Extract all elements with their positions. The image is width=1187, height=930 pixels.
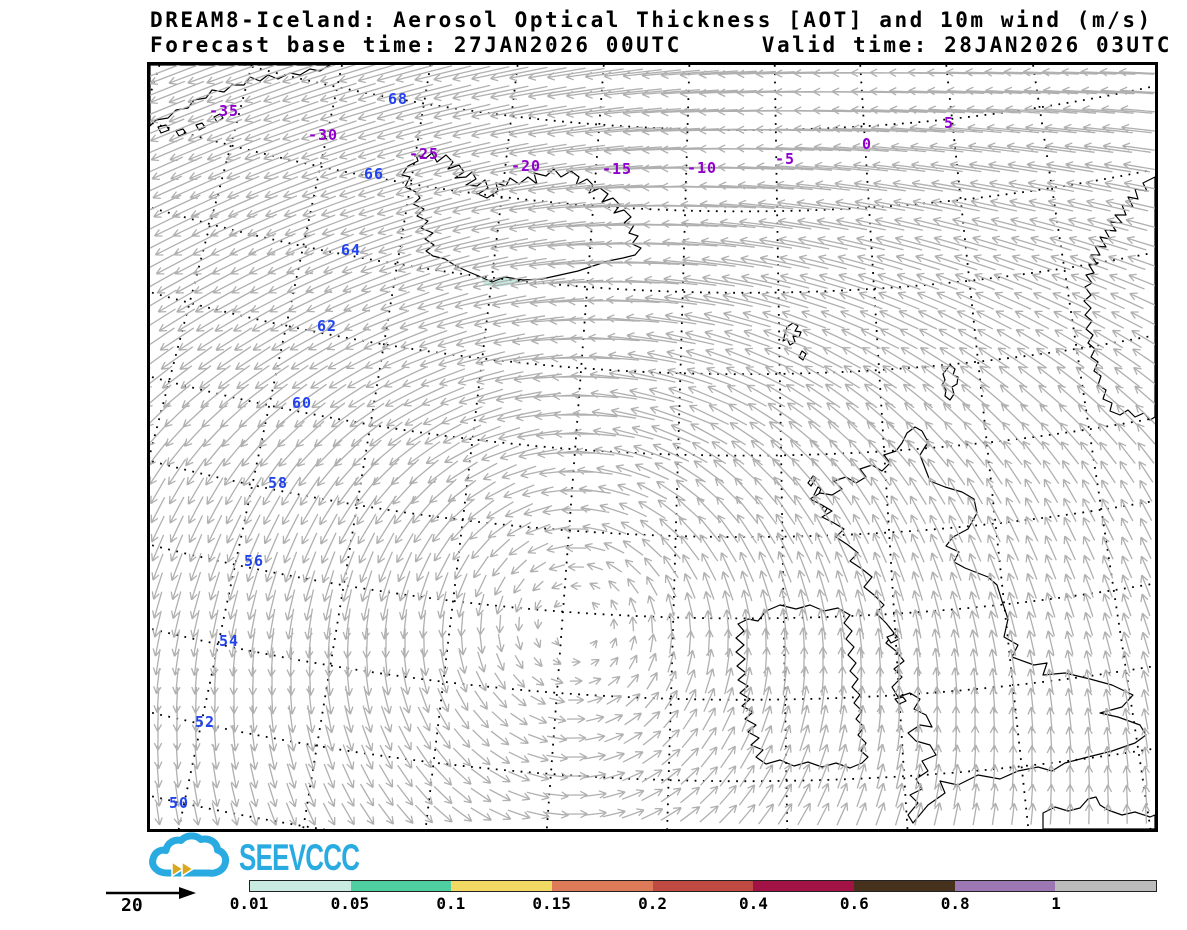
- wind-arrow-layer: [150, 65, 1155, 826]
- wind-reference-label: 20: [121, 895, 143, 916]
- map-panel: -35 -30 -25 -20 -15 -10 -5 0 5 68 66 64 62 60 58 56 54 52…: [147, 62, 1158, 832]
- latitude-label: 52: [195, 713, 215, 731]
- aot-scale-tick-label: 0.05: [330, 894, 370, 913]
- aot-scale-tick-label: 0.2: [638, 894, 667, 913]
- aot-scale-segment: [652, 881, 754, 891]
- aot-scale-segment: [1055, 881, 1157, 891]
- map-label-layer: -35 -30 -25 -20 -15 -10 -5 0 5 68 66 64 62 60 58 56 54 52…: [169, 90, 954, 812]
- seevccc-logo-text: SEEVCCC: [239, 837, 360, 878]
- wind-reference-arrow-icon: [106, 887, 196, 899]
- aot-scale-tick-label: 1: [1051, 894, 1061, 913]
- latitude-line: [241, 65, 1153, 131]
- aot-scale-segment: [350, 881, 452, 891]
- longitude-label: -15: [602, 160, 632, 178]
- coast-norway: [1083, 176, 1155, 421]
- latitude-label: 56: [244, 552, 264, 570]
- subtitle-row: Forecast base time: 27JAN2026 00UTC Vali…: [150, 33, 1172, 57]
- latitude-label: 62: [317, 317, 337, 335]
- coast-faroe-islands: [782, 322, 807, 361]
- map-canvas: -35 -30 -25 -20 -15 -10 -5 0 5 68 66 64 62 60 58 56 54 52…: [150, 65, 1155, 829]
- aot-scale-segment: [753, 881, 855, 891]
- latitude-label: 66: [364, 165, 384, 183]
- latitude-line: [150, 543, 1153, 620]
- longitude-label: 5: [944, 114, 954, 132]
- valid-time: Valid time: 28JAN2026 03UTC: [761, 33, 1172, 57]
- aot-scale-tick-label: 0.6: [839, 894, 869, 913]
- longitude-line: [945, 65, 1030, 829]
- longitude-line: [859, 65, 909, 829]
- aot-scale-segment: [854, 881, 955, 891]
- latitude-label: 60: [292, 394, 312, 412]
- aot-scale-tick-label: 0.8: [940, 894, 970, 913]
- forecast-base-time: Forecast base time: 27JAN2026 00UTC: [150, 33, 682, 57]
- longitude-label: -20: [511, 157, 541, 175]
- logo-gold-chevron: [181, 860, 195, 878]
- page-title: DREAM8-Iceland: Aerosol Optical Thicknes…: [150, 8, 1153, 32]
- coast-greenland-islets: [157, 113, 224, 137]
- latitude-line: [150, 459, 1153, 538]
- longitude-label: -35: [209, 102, 239, 120]
- aot-scale-tick-label: 0.4: [738, 894, 768, 913]
- coast-greenland: [150, 65, 331, 127]
- aot-scale-segment: [451, 881, 553, 891]
- seevccc-cloud-icon: [149, 832, 230, 878]
- longitude-label: -30: [308, 126, 338, 144]
- aot-scale-segment: [250, 881, 351, 891]
- longitude-label: -5: [775, 150, 795, 168]
- wind-arrows: [150, 65, 1155, 826]
- aot-scale-segment: [552, 881, 653, 891]
- latitude-label: 68: [388, 90, 408, 108]
- aot-scale-tick-label: 0.01: [229, 894, 269, 913]
- aot-scale-tick-label: 0.15: [532, 894, 571, 913]
- coast-france: [1042, 796, 1155, 829]
- aot-scale-labels: 0.01 0.05 0.1 0.15 0.2 0.4 0.6 0.8 1: [0, 894, 1187, 914]
- longitude-line: [773, 65, 789, 829]
- coast-anglesey: [894, 696, 907, 705]
- latitude-label: 50: [169, 794, 189, 812]
- longitude-label: -25: [409, 145, 439, 163]
- longitude-label: 0: [862, 135, 872, 153]
- aot-scale-tick-label: 0.1: [436, 894, 466, 913]
- aot-color-scale: [249, 880, 1157, 892]
- longitude-line: [545, 65, 605, 829]
- longitude-label: -10: [687, 159, 717, 177]
- latitude-line: [150, 794, 327, 829]
- aot-scale-segment: [954, 881, 1056, 891]
- latitude-label: 54: [219, 632, 239, 650]
- logo-gold-chevron: [171, 860, 185, 878]
- latitude-label: 64: [341, 241, 361, 259]
- latitude-label: 58: [268, 474, 288, 492]
- coast-great-britain: [809, 426, 1147, 824]
- latitude-line: [150, 291, 1153, 376]
